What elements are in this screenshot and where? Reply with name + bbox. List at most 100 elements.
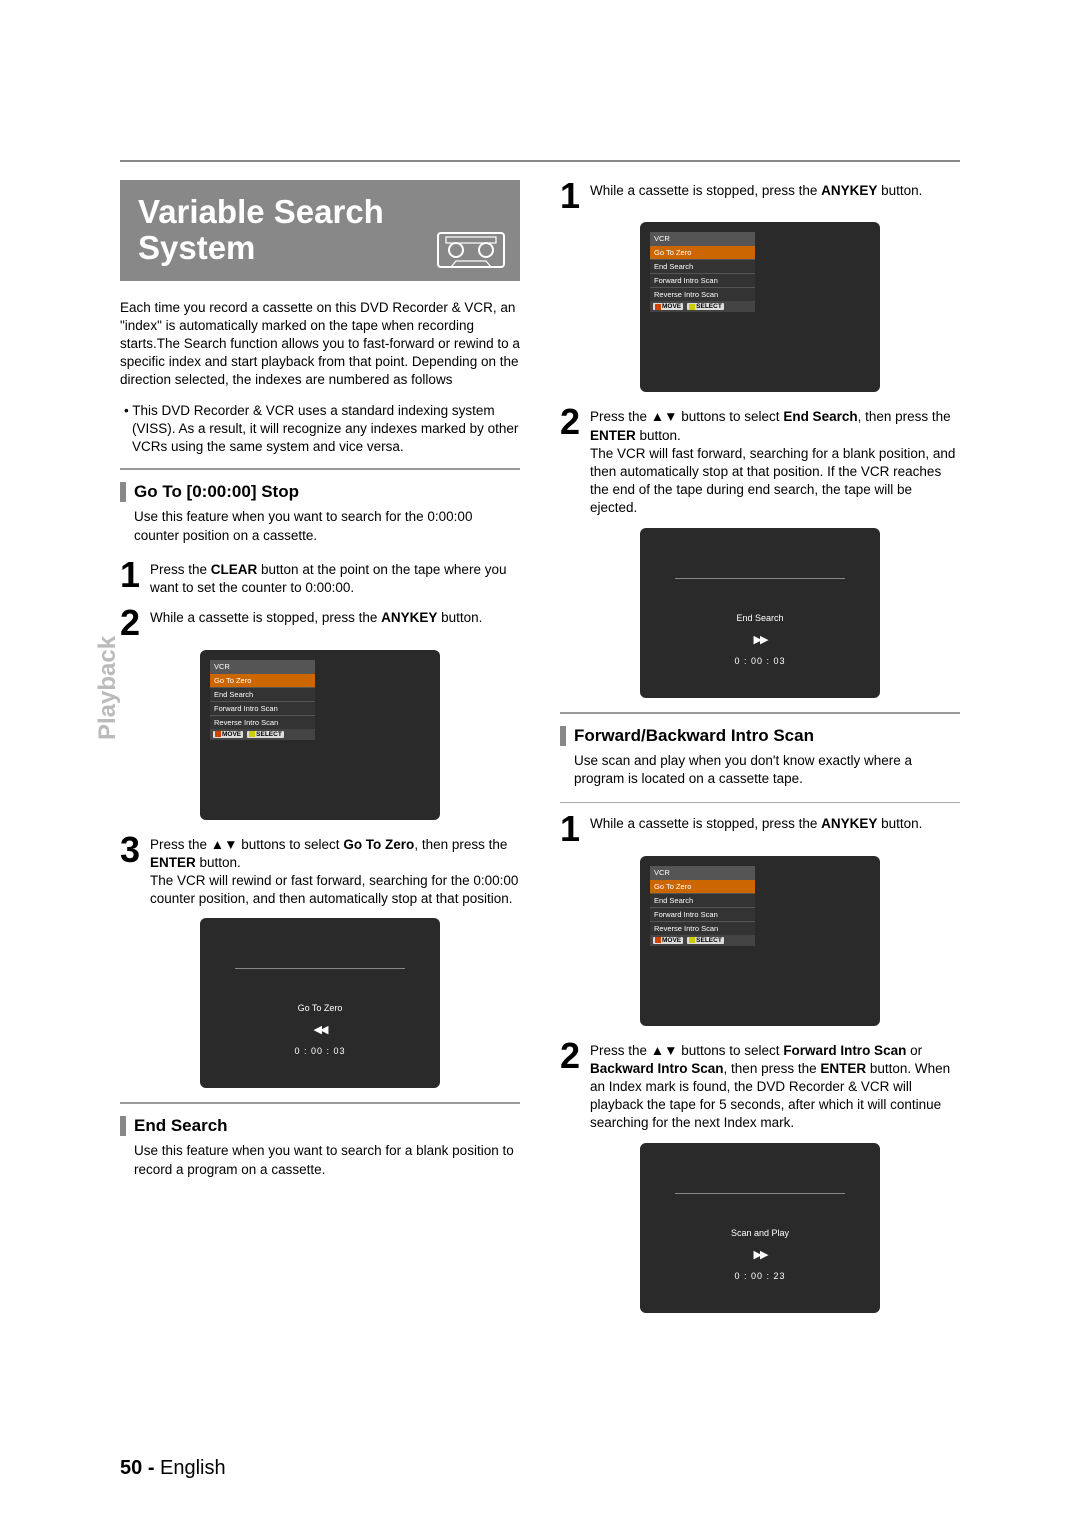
step-text: While a cassette is stopped, press the A… xyxy=(590,813,922,845)
t: button. xyxy=(877,816,922,831)
t: button. xyxy=(196,855,241,870)
intro-bullet: • This DVD Recorder & VCR uses a standar… xyxy=(120,402,520,457)
vcr-menu-screen-endsearch: VCR Go To Zero End Search Forward Intro … xyxy=(640,222,880,392)
section-heading-introscan: Forward/Backward Intro Scan xyxy=(560,726,960,746)
b: ANYKEY xyxy=(821,183,877,198)
dash: - xyxy=(148,1457,160,1479)
gotozero-desc: Use this feature when you want to search… xyxy=(134,508,520,544)
rewind-icon: ◀◀ xyxy=(314,1023,327,1036)
t: Press the ▲▼ buttons to select xyxy=(150,837,343,852)
step-text: Press the ▲▼ buttons to select Go To Zer… xyxy=(150,834,520,909)
introscan-step-2: 2 Press the ▲▼ buttons to select Forward… xyxy=(560,1040,960,1133)
vcr-menu-item: Reverse Intro Scan xyxy=(210,715,315,729)
step-text: Press the ▲▼ buttons to select End Searc… xyxy=(590,406,960,517)
heading-text: Forward/Backward Intro Scan xyxy=(574,726,814,746)
page-language: English xyxy=(160,1457,226,1479)
heading-bar xyxy=(560,726,566,746)
rule xyxy=(675,1193,845,1194)
title-line1: Variable Search xyxy=(138,193,384,230)
b: ANYKEY xyxy=(821,816,877,831)
t: button. xyxy=(437,610,482,625)
t: , then press the xyxy=(858,409,951,424)
intro-paragraph: Each time you record a cassette on this … xyxy=(120,299,520,390)
step-number: 2 xyxy=(120,607,150,639)
t: The VCR will rewind or fast forward, sea… xyxy=(150,873,518,906)
fastforward-icon: ▶▶ xyxy=(754,633,767,646)
select-badge: SELECT xyxy=(247,731,284,738)
page: Variable Search System Each time you rec… xyxy=(0,0,1080,1387)
heading-bar xyxy=(120,1116,126,1136)
status-time: 0 : 00 : 03 xyxy=(294,1046,345,1056)
square-icon xyxy=(689,937,695,943)
move-badge: MOVE xyxy=(213,731,243,738)
section-heading-endsearch: End Search xyxy=(120,1116,520,1136)
step-number: 3 xyxy=(120,834,150,909)
vcr-menu-box: VCR Go To Zero End Search Forward Intro … xyxy=(650,232,755,312)
heading-text: End Search xyxy=(134,1116,228,1136)
b: ENTER xyxy=(590,428,636,443)
t: , then press the xyxy=(724,1061,821,1076)
t: SELECT xyxy=(256,731,282,738)
t: button. xyxy=(877,183,922,198)
fastforward-icon: ▶▶ xyxy=(754,1248,767,1261)
status-label: Scan and Play xyxy=(731,1228,789,1238)
introscan-desc: Use scan and play when you don't know ex… xyxy=(574,752,960,788)
t: Press the ▲▼ buttons to select xyxy=(590,409,783,424)
t: MOVE xyxy=(222,731,241,738)
vcr-menu-item: Go To Zero xyxy=(650,245,755,259)
rule xyxy=(560,802,960,803)
gotozero-step-2: 2 While a cassette is stopped, press the… xyxy=(120,607,520,639)
vcr-status-screen-gotozero: Go To Zero ◀◀ 0 : 00 : 03 xyxy=(200,918,440,1088)
t: SELECT xyxy=(696,303,722,310)
rule xyxy=(675,578,845,579)
move-badge: MOVE xyxy=(653,937,683,944)
page-footer: 50 - English xyxy=(120,1457,226,1480)
move-badge: MOVE xyxy=(653,303,683,310)
t: button. xyxy=(636,428,681,443)
b: ENTER xyxy=(820,1061,866,1076)
vcr-menu-screen-gotozero: VCR Go To Zero End Search Forward Intro … xyxy=(200,650,440,820)
right-column: 1 While a cassette is stopped, press the… xyxy=(560,170,960,1327)
title-block: Variable Search System xyxy=(120,180,520,281)
vcr-menu-title: VCR xyxy=(650,232,755,245)
vcr-menu-item: Forward Intro Scan xyxy=(210,701,315,715)
b: Forward Intro Scan xyxy=(783,1043,906,1058)
vcr-menu-item: End Search xyxy=(650,893,755,907)
endsearch-step-2: 2 Press the ▲▼ buttons to select End Sea… xyxy=(560,406,960,517)
gotozero-step-1: 1 Press the CLEAR button at the point on… xyxy=(120,559,520,597)
status-label: Go To Zero xyxy=(298,1003,343,1013)
vcr-menu-item: Go To Zero xyxy=(650,879,755,893)
step-text: Press the ▲▼ buttons to select Forward I… xyxy=(590,1040,960,1133)
step-number: 1 xyxy=(560,813,590,845)
b: CLEAR xyxy=(211,562,258,577)
t: , then press the xyxy=(414,837,507,852)
square-icon xyxy=(249,731,255,737)
t: Press the ▲▼ buttons to select xyxy=(590,1043,783,1058)
vcr-menu-item: End Search xyxy=(210,687,315,701)
t: Press the xyxy=(150,562,211,577)
select-badge: SELECT xyxy=(687,303,724,310)
section-heading-gotozero: Go To [0:00:00] Stop xyxy=(120,482,520,502)
step-number: 1 xyxy=(120,559,150,597)
heading-bar xyxy=(120,482,126,502)
heading-text: Go To [0:00:00] Stop xyxy=(134,482,299,502)
vcr-menu-footer: MOVE SELECT xyxy=(650,301,755,312)
status-label: End Search xyxy=(736,613,783,623)
status-time: 0 : 00 : 23 xyxy=(734,1271,785,1281)
page-number: 50 xyxy=(120,1457,142,1479)
status-time: 0 : 00 : 03 xyxy=(734,656,785,666)
t: MOVE xyxy=(662,937,681,944)
rule xyxy=(560,712,960,714)
t: MOVE xyxy=(662,303,681,310)
step-text: While a cassette is stopped, press the A… xyxy=(590,180,922,212)
vcr-menu-item: Reverse Intro Scan xyxy=(650,287,755,301)
square-icon xyxy=(215,731,221,737)
rule xyxy=(120,468,520,470)
vcr-menu-title: VCR xyxy=(650,866,755,879)
vcr-menu-footer: MOVE SELECT xyxy=(210,729,315,740)
spacer xyxy=(560,170,960,180)
step-number: 1 xyxy=(560,180,590,212)
two-columns: Variable Search System Each time you rec… xyxy=(120,170,960,1327)
vcr-status-screen-endsearch: End Search ▶▶ 0 : 00 : 03 xyxy=(640,528,880,698)
vcr-menu-box: VCR Go To Zero End Search Forward Intro … xyxy=(210,660,315,740)
